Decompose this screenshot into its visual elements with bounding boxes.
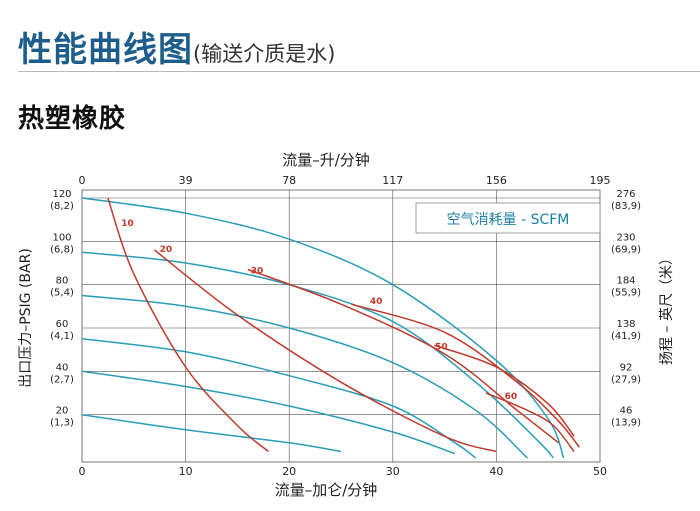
- left-tick-psig: 40: [56, 362, 69, 373]
- performance-curve: [81, 251, 554, 459]
- x-tick-label: 0: [79, 465, 86, 478]
- air-consumption-curve: [485, 392, 575, 452]
- air-curve-label: 30: [251, 267, 264, 277]
- page-title: 性能曲线图(输送介质是水): [18, 22, 335, 71]
- top-axis-label: 流量–升/分钟: [282, 151, 370, 169]
- air-consumption-curve: [107, 197, 269, 453]
- grid-lines: [82, 190, 600, 462]
- top-tick-label: 0: [79, 174, 86, 187]
- performance-curve: [81, 197, 565, 459]
- right-tick-feet: 46: [620, 406, 633, 417]
- air-consumption-curve: [154, 249, 497, 453]
- left-tick-psig: 60: [56, 319, 69, 330]
- right-tick-meters: (13,9): [611, 418, 641, 429]
- legend-text: 空气消耗量 - SCFM: [447, 212, 570, 228]
- top-tick-label: 156: [486, 174, 507, 187]
- x-tick-label: 30: [386, 465, 400, 478]
- left-tick-bar: (1,3): [50, 418, 74, 429]
- right-tick-meters: (27,9): [611, 374, 641, 385]
- air-curve-label: 40: [370, 297, 383, 307]
- right-tick-meters: (55,9): [611, 288, 641, 299]
- air-consumption-curve: [351, 303, 580, 448]
- axis-ticks: 0 39 78 117 156 195 0 10 20 30 40 50 120(8,2) 100(6,8…: [50, 174, 641, 478]
- right-tick-feet: 138: [616, 319, 635, 330]
- air-consumption-curves: 10 20 30 40 50 60: [107, 197, 580, 453]
- x-axis-label: 流量–加仑/分钟: [275, 481, 378, 499]
- left-tick-bar: (8,2): [50, 201, 74, 212]
- air-consumption-curve: [433, 344, 575, 437]
- page-title-text: 性能曲线图: [18, 30, 193, 70]
- left-tick-psig: 80: [56, 276, 69, 287]
- top-tick-label: 78: [282, 174, 296, 187]
- air-curve-label: 60: [505, 392, 518, 402]
- top-tick-label: 117: [382, 174, 403, 187]
- air-consumption-curve: [247, 268, 560, 444]
- legend-frame: [415, 202, 601, 234]
- right-tick-meters: (69,9): [611, 244, 641, 255]
- left-axis-label: 出口压力–PSIG (BAR): [18, 248, 34, 388]
- legend-box: 空气消耗量 - SCFM: [415, 202, 601, 234]
- right-tick-meters: (83,9): [611, 201, 641, 212]
- right-tick-feet: 230: [616, 232, 635, 243]
- right-tick-feet: 92: [620, 362, 633, 373]
- left-tick-psig: 20: [56, 406, 69, 417]
- page-title-note: (输送介质是水): [193, 42, 336, 66]
- top-tick-label: 39: [179, 174, 193, 187]
- left-tick-psig: 120: [52, 189, 71, 200]
- x-tick-label: 20: [282, 465, 296, 478]
- performance-curve: [81, 294, 529, 459]
- section-heading: 热塑橡胶: [18, 104, 127, 134]
- top-tick-label: 195: [590, 174, 611, 187]
- left-tick-psig: 100: [52, 232, 71, 243]
- left-tick-bar: (4,1): [50, 331, 74, 342]
- performance-curves: [81, 197, 565, 459]
- air-curve-label: 50: [435, 342, 448, 352]
- air-curve-label: 20: [160, 245, 173, 255]
- right-tick-feet: 276: [616, 189, 635, 200]
- title-divider: [18, 71, 700, 72]
- right-axis-label: 扬程 – 英尺（米）: [658, 251, 675, 365]
- x-tick-label: 50: [593, 465, 607, 478]
- left-tick-bar: (6,8): [50, 244, 74, 255]
- x-tick-label: 10: [179, 465, 193, 478]
- performance-curve: [81, 338, 477, 459]
- performance-curve: [81, 370, 456, 455]
- performance-curve: [81, 413, 342, 453]
- right-tick-feet: 184: [616, 276, 635, 287]
- right-tick-meters: (41,9): [611, 331, 641, 342]
- x-tick-label: 40: [489, 465, 503, 478]
- air-curve-label: 10: [121, 219, 134, 229]
- left-tick-bar: (5,4): [50, 288, 74, 299]
- left-tick-bar: (2,7): [50, 374, 74, 385]
